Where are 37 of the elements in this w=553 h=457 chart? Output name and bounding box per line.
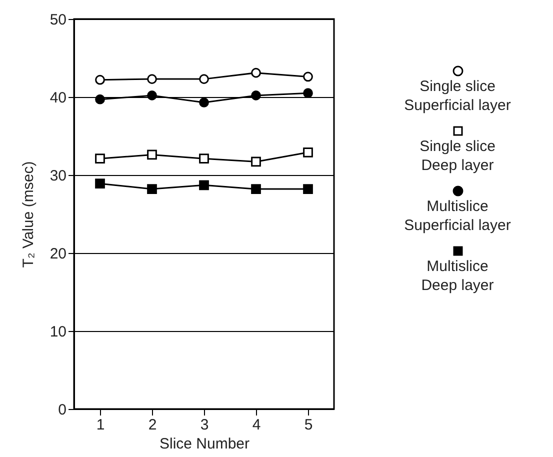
point <box>251 90 261 100</box>
x-tick-label: 2 <box>148 416 157 434</box>
point <box>303 184 313 194</box>
y-tick-label: 20 <box>50 246 66 262</box>
point <box>95 94 105 104</box>
point <box>199 154 209 164</box>
point <box>199 98 209 108</box>
y-tick-label: 30 <box>50 168 66 184</box>
legend-label: Single slice Superficial layer <box>403 77 512 115</box>
point <box>303 88 313 98</box>
x-tick-label: 3 <box>200 416 209 434</box>
x-tick-label: 1 <box>96 416 105 434</box>
point <box>147 184 157 194</box>
y-tick-label: 10 <box>50 324 66 340</box>
y-tick-label: 0 <box>58 402 66 418</box>
x-tick-label: 4 <box>252 416 261 434</box>
y-axis-title: T₂ Value (msec) <box>20 161 37 268</box>
x-tick-label: 5 <box>304 416 313 434</box>
point <box>147 90 157 100</box>
point <box>199 180 209 190</box>
point <box>251 184 261 194</box>
point <box>95 74 105 85</box>
y-tick-label: 40 <box>50 90 66 106</box>
legend-label: Multislice Deep layer <box>420 257 495 295</box>
x-axis-title: Slice Number <box>159 436 250 452</box>
point <box>147 150 157 160</box>
y-tick-label: 50 <box>50 12 66 28</box>
point <box>251 68 261 78</box>
point <box>303 72 313 82</box>
point <box>199 74 209 84</box>
point <box>303 147 313 158</box>
point <box>147 74 157 84</box>
point <box>251 156 261 167</box>
legend-label: Single slice Deep layer <box>418 137 496 175</box>
point <box>95 154 105 164</box>
point <box>95 178 105 189</box>
legend-label: Multislice Superficial layer <box>403 197 512 235</box>
